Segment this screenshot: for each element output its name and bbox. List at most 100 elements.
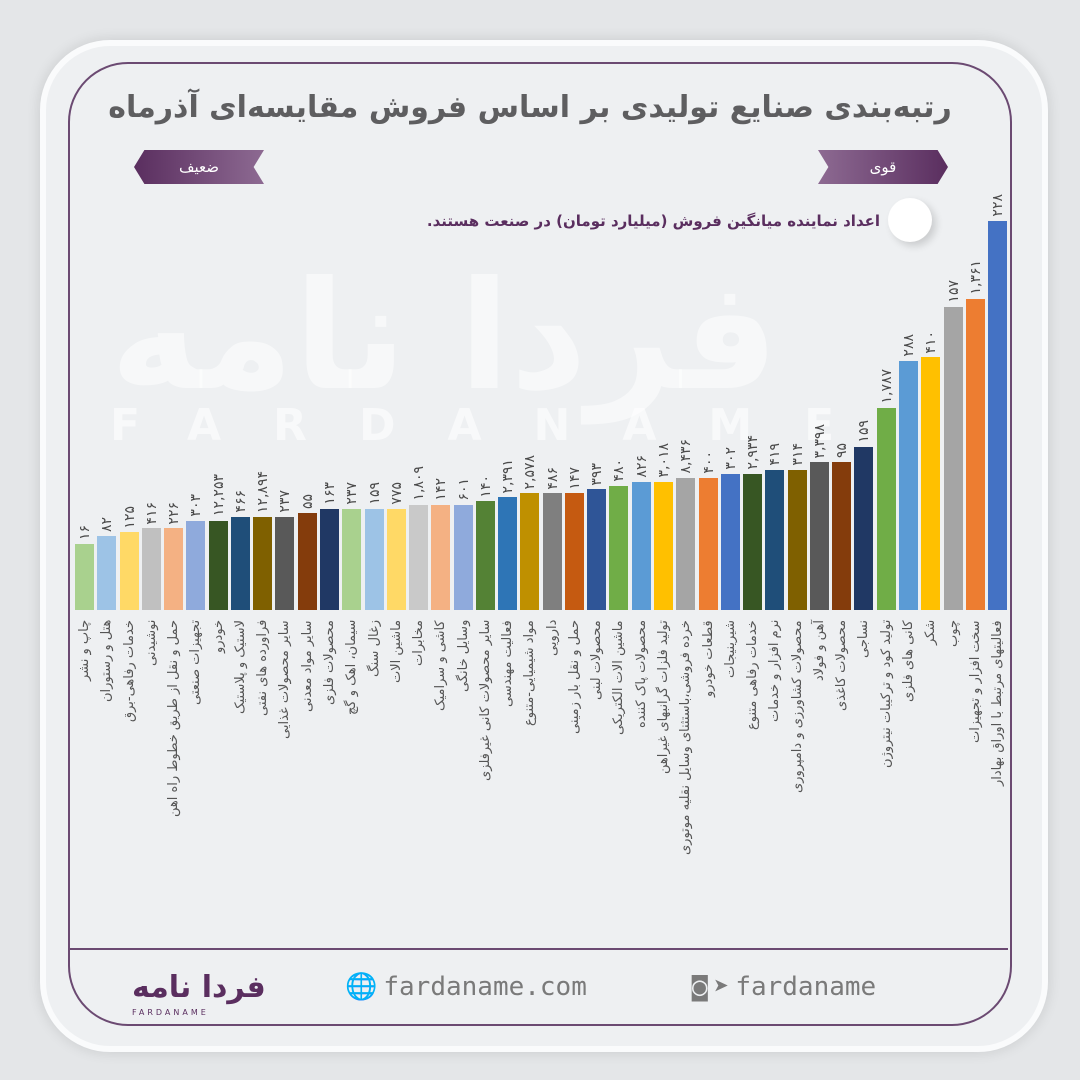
bar (520, 493, 540, 610)
value-label: ۱۵۹ (856, 420, 873, 443)
category-label: فراورده های نفتی (255, 620, 271, 717)
category-label: کانی های فلزی (900, 620, 916, 702)
bar (119, 532, 139, 610)
bar (832, 462, 852, 610)
value-label: ۲,۵۷۸ (522, 454, 539, 490)
category-label: شکر (923, 620, 939, 646)
bar (676, 477, 696, 610)
footer-logo: فردا نامه (132, 970, 266, 1005)
bar (965, 298, 985, 610)
value-label: ۴۶۶ (232, 490, 249, 513)
globe-icon: 🌐 (345, 972, 378, 1002)
value-label: ۴۱۹ (767, 443, 784, 466)
chart-note: اعداد نماینده میانگین فروش (میلیارد توما… (426, 212, 880, 230)
value-label: ۱۶ (77, 524, 93, 540)
category-label: تولید کود و ترکیبات نیتروژن (878, 620, 894, 769)
bar (364, 508, 384, 610)
social-handle[interactable]: ◙ ➤ fardaname (692, 972, 876, 1002)
category-label: خرده فروشی،باستثنای وسایل نقلیه موتوری (678, 620, 694, 855)
bar (609, 485, 629, 610)
bar (631, 481, 651, 610)
value-label: ۲۸۸ (900, 334, 917, 358)
bar (564, 493, 584, 610)
category-label: نساجی (856, 620, 872, 659)
category-label: شیرینیجات (722, 620, 738, 679)
category-label: تولید فلزات گرانبهای غیراهن (656, 620, 672, 774)
category-label: کاشی و سرامیک (433, 620, 449, 711)
website-text: fardaname.com (383, 972, 587, 1002)
legend-strong: قوی (818, 150, 948, 184)
bar (542, 493, 562, 610)
value-label: ۱۲,۲۵۳ (210, 474, 227, 517)
category-label: محصولات کشاورزی و دامپروری (789, 620, 805, 793)
value-label: ۳,۳۹۸ (811, 423, 828, 459)
value-label: ۲,۹۳۴ (745, 435, 762, 470)
watermark-text: FARDANAME (110, 400, 887, 451)
value-label: ۳۱۴ (789, 443, 806, 466)
category-label: محصولات پاک کننده (633, 620, 649, 729)
footer-divider (70, 948, 1008, 950)
bar (431, 504, 451, 610)
bar (698, 477, 718, 610)
bar (75, 543, 94, 610)
social-text: fardaname (735, 972, 877, 1002)
value-label: ۴۱۶ (143, 501, 160, 525)
category-label: محصولات کاغذی (834, 620, 850, 712)
value-label: ۸,۴۳۶ (678, 439, 695, 474)
bar (164, 528, 184, 610)
watermark-logo: فردا نامه (110, 250, 779, 424)
category-label: لاستیک و پلاستیک (232, 620, 248, 715)
value-label: ۱,۳۶۱ (967, 260, 984, 295)
bar (230, 516, 250, 610)
bar (809, 462, 829, 610)
value-label: ۸۲ (99, 517, 116, 533)
bar (141, 528, 161, 610)
category-label: مواد شیمیایی-متنوع (522, 620, 538, 726)
bar (876, 407, 896, 610)
value-label: ۳۹۳ (589, 462, 606, 486)
legend-weak: ضعیف (134, 150, 264, 184)
bar (765, 469, 785, 610)
value-label: ۲۳۷ (277, 490, 294, 513)
category-label: سایر محصولات غذایی (277, 620, 293, 739)
bar (208, 520, 228, 610)
bar (297, 512, 317, 610)
category-label: فعالیت مهندسی (500, 620, 516, 707)
note-bullet-icon (888, 198, 932, 242)
value-label: ۲۲۶ (166, 501, 183, 525)
website-link[interactable]: 🌐 fardaname.com (345, 972, 587, 1002)
bar (453, 504, 473, 610)
category-label: نرم افزار و خدمات (767, 620, 783, 723)
category-label: سایر مواد معدنی (299, 620, 315, 712)
bar (386, 508, 406, 610)
category-label: فعالیتهای مرتبط با اوراق بهادار (990, 620, 1006, 786)
bar (720, 473, 740, 610)
value-label: ۳۰۲ (722, 447, 739, 470)
value-label: ۲,۳۹۱ (500, 458, 517, 494)
card-frame (68, 62, 1012, 1026)
category-label: مخابرات (411, 620, 427, 666)
value-label: ۲۳۷ (344, 482, 361, 505)
value-label: ۴۸۶ (544, 466, 561, 490)
value-label: ۱۵۷ (945, 280, 962, 303)
category-label: ماشین الات الکتریکی (611, 620, 627, 735)
bar (319, 508, 339, 610)
bar (921, 357, 941, 610)
bar (743, 473, 763, 610)
bar (186, 520, 206, 610)
bar (475, 501, 495, 610)
bar (654, 481, 674, 610)
bar (275, 516, 295, 610)
category-label: خودرو (210, 620, 226, 654)
value-label: ۴۰۰ (700, 451, 717, 474)
value-label: ۳,۰۱۸ (656, 443, 673, 478)
value-label: ۱,۷۸۷ (878, 369, 895, 404)
instagram-icon: ◙ (692, 972, 708, 1002)
value-label: ۱۲۵ (121, 505, 138, 529)
value-label: ۲۲۸ (990, 194, 1007, 217)
category-label: سخت افزار و تجهیزات (967, 620, 983, 743)
category-label: هتل و رستوران (99, 620, 115, 703)
value-label: ۱۶۳ (321, 482, 338, 505)
bar (97, 536, 117, 610)
